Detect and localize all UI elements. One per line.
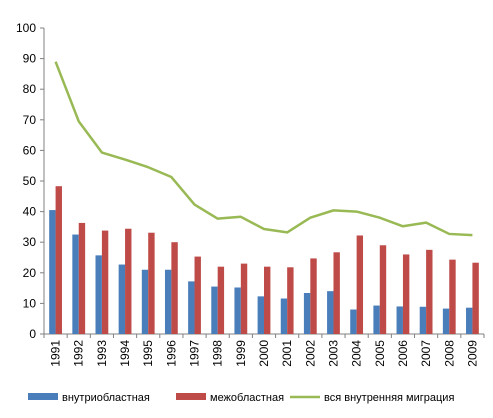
bar-внутриобластная-2003 (327, 291, 334, 334)
bar-внутриобластная-2007 (419, 306, 427, 334)
bar-межобластная-1995 (148, 232, 155, 334)
x-tick-label: 1992 (72, 340, 86, 367)
bar-внутриобластная-1994 (118, 264, 126, 334)
x-tick-label: 2009 (465, 340, 479, 367)
legend: внутриобластная межобластная вся внутрення… (28, 392, 454, 404)
bar-межобластная-1996 (171, 242, 178, 334)
y-tick-label: 70 (23, 113, 37, 127)
bar-межобластная-2005 (379, 245, 387, 334)
y-tick-label: 0 (29, 327, 36, 341)
x-tick-label: 1998 (211, 340, 225, 367)
bar-межобластная-2008 (449, 259, 456, 334)
bar-межобластная-1991 (55, 186, 62, 334)
bar-межобластная-2002 (310, 258, 317, 334)
bar-внутриобластная-2000 (257, 296, 264, 334)
bar-внутриобластная-1995 (141, 269, 149, 334)
bar-внутриобластная-2004 (350, 309, 357, 334)
bar-внутриобластная-2001 (280, 298, 288, 334)
x-tick-label: 2002 (303, 340, 317, 367)
bar-внутриобластная-1993 (95, 255, 102, 334)
x-axis: 1991 1992 1993 1994 1995 1996 1997 1998 1999 2000… (43, 333, 485, 367)
bar-межобластная-2006 (402, 254, 410, 334)
bar-внутриобластная-1998 (211, 286, 218, 334)
bar-внутриобластная-2002 (303, 292, 311, 334)
y-tick-label: 100 (16, 21, 36, 35)
x-tick-label: 1991 (49, 340, 63, 367)
bar-межобластная-2009 (472, 262, 479, 334)
legend-label: межобластная (210, 392, 284, 404)
x-tick-label: 1995 (141, 340, 155, 367)
x-tick-label: 1993 (95, 340, 109, 367)
x-tick-label: 2000 (257, 340, 271, 367)
y-tick-label: 20 (23, 266, 37, 280)
x-tick-label: 2007 (419, 340, 433, 367)
y-tick-label: 40 (23, 205, 37, 219)
bar-межобластная-2003 (333, 252, 340, 334)
bar-межобластная-1998 (217, 266, 225, 334)
bar-внутриобластная-1997 (188, 281, 195, 334)
bar-внутриобластная-1992 (72, 234, 79, 334)
bar-межобластная-2001 (287, 267, 294, 334)
bar-внутриобластная-2006 (396, 306, 403, 334)
x-tick-label: 1994 (118, 340, 132, 367)
x-tick-label: 2003 (326, 340, 340, 367)
bar-межобластная-1992 (78, 222, 86, 334)
bar-межобластная-2000 (264, 266, 271, 334)
bar-внутриобластная-2008 (442, 308, 450, 334)
bar-межобластная-1999 (240, 263, 248, 334)
y-tick-label: 60 (23, 143, 37, 157)
legend-swatch (28, 393, 58, 400)
bar-внутриобластная-1999 (234, 287, 241, 334)
y-tick-label: 30 (23, 235, 37, 249)
bar-series-group (49, 186, 479, 334)
x-tick-label: 2006 (396, 340, 410, 367)
bar-межобластная-1993 (101, 230, 109, 334)
y-axis: 0 10 20 30 40 50 60 70 80 90 100 (16, 21, 45, 341)
x-tick-label: 2008 (442, 340, 456, 367)
bar-внутриобластная-2009 (466, 307, 473, 334)
bar-межобластная-1997 (194, 256, 201, 334)
bar-внутриобластная-1996 (164, 269, 172, 334)
legend-label: вся внутренняя миграция (324, 392, 454, 404)
bar-межобластная-2004 (356, 235, 364, 334)
bar-межобластная-2007 (426, 249, 433, 334)
x-tick-label: 2001 (280, 340, 294, 367)
y-tick-label: 80 (23, 82, 37, 96)
line-series-group (54, 61, 473, 237)
legend-label: внутриобластная (62, 392, 150, 404)
bar-внутриобластная-1991 (49, 210, 56, 334)
x-tick-label: 1996 (164, 340, 178, 367)
y-tick-label: 10 (23, 296, 37, 310)
legend-swatch (176, 393, 206, 400)
x-tick-label: 1999 (234, 340, 248, 367)
y-tick-label: 50 (23, 174, 37, 188)
bar-межобластная-1994 (125, 228, 132, 334)
x-tick-label: 2004 (350, 340, 364, 367)
bar-внутриобластная-2005 (373, 305, 380, 334)
x-tick-label: 2005 (373, 340, 387, 367)
line-series-total-migration (54, 61, 473, 237)
y-tick-label: 90 (23, 52, 37, 66)
x-tick-label: 1997 (188, 340, 202, 367)
